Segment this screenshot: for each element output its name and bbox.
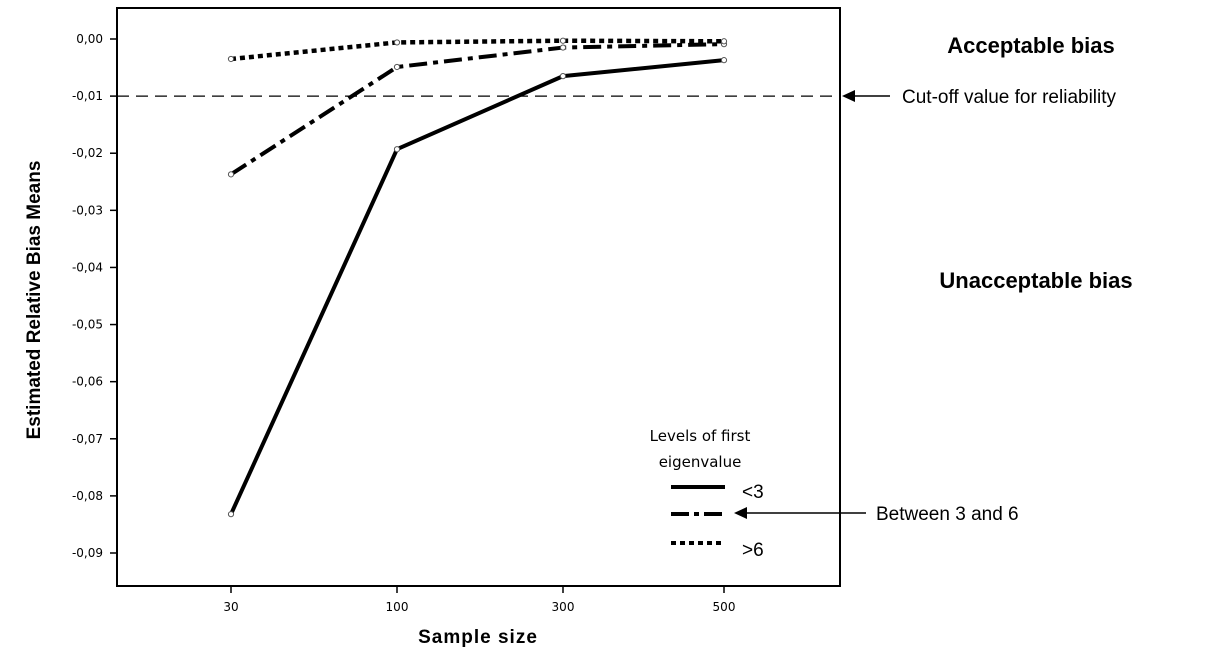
cutoff-label: Cut-off value for reliability [902, 87, 1117, 108]
data-point-gt6 [720, 38, 728, 45]
legend-label-lt3: <3 [742, 482, 764, 503]
acceptable-bias-label: Acceptable bias [947, 33, 1115, 58]
data-point-lt3 [227, 511, 235, 518]
x-axis-title: Sample size [418, 627, 538, 648]
x-tick-label: 100 [386, 600, 409, 614]
legend-label-gt6: >6 [742, 540, 764, 561]
y-tick-label: -0,05 [72, 318, 103, 332]
series-line-lt3 [229, 58, 725, 515]
data-point-gt6 [559, 37, 567, 44]
data-point-dashdot [393, 63, 401, 71]
cutoff-arrow-head [842, 90, 855, 102]
y-axis-title: Estimated Relative Bias Means [24, 161, 45, 440]
y-tick-label: -0,07 [72, 432, 103, 446]
legend: Levels of first eigenvalue <3 >6 [650, 427, 764, 561]
data-point-dashdot [559, 44, 567, 51]
data-point-lt3 [720, 57, 728, 64]
y-tick-label: -0,01 [72, 89, 103, 103]
series-line-dashdot [229, 42, 725, 177]
unacceptable-bias-label: Unacceptable bias [939, 268, 1132, 293]
data-point-gt6 [393, 39, 401, 46]
y-tick-label: -0,09 [72, 546, 103, 560]
legend-title-line-2: eigenvalue [659, 453, 742, 471]
y-tick-label: -0,06 [72, 375, 103, 389]
between-label: Between 3 and 6 [876, 504, 1019, 525]
x-axis: 30 100 300 500 [223, 586, 735, 614]
data-point-lt3 [393, 146, 401, 153]
data-point-gt6 [227, 55, 235, 63]
y-tick-label: -0,03 [72, 203, 103, 217]
series-line-gt6 [230, 38, 725, 62]
y-tick-label: 0,00 [76, 32, 103, 46]
plot-frame [116, 7, 841, 587]
y-tick-label: -0,04 [72, 260, 103, 274]
x-tick-label: 300 [552, 600, 575, 614]
x-tick-label: 30 [223, 600, 238, 614]
data-point-lt3 [559, 73, 567, 80]
legend-title-line-1: Levels of first [650, 427, 751, 445]
y-tick-label: -0,08 [72, 489, 103, 503]
y-tick-label: -0,02 [72, 146, 103, 160]
data-point-dashdot [227, 171, 235, 178]
between-arrow-head [734, 507, 747, 519]
x-tick-label: 500 [713, 600, 736, 614]
y-axis: 0,00 -0,01 -0,02 -0,03 -0,04 -0,05 -0,06 -0,07 -… [72, 32, 117, 560]
series-group [227, 37, 728, 518]
